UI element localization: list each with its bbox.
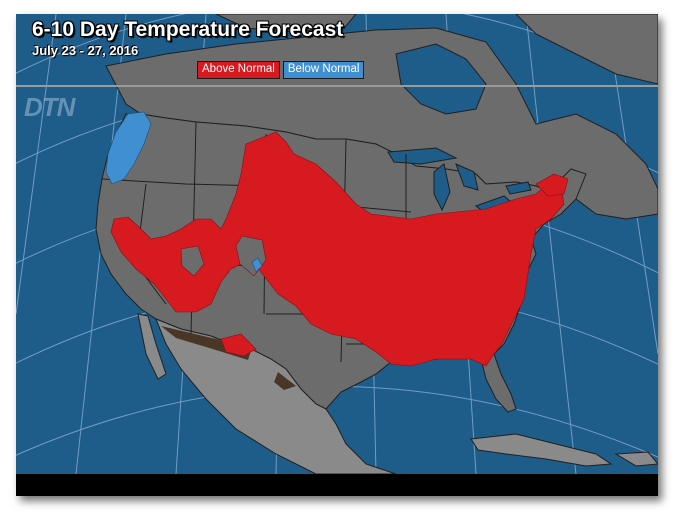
legend-above-normal: Above Normal [197,61,280,79]
mexico-trim-2 [274,372,296,390]
legend-below-normal: Below Normal [282,61,365,79]
date-range: July 23 - 27, 2016 [32,43,139,58]
cuba [470,433,613,467]
map-frame: 6-10 Day Temperature Forecast July 23 - … [16,14,658,496]
baja [137,313,167,380]
map-title: 6-10 Day Temperature Forecast [32,18,344,41]
dtn-logo: DTN [24,92,75,122]
below-normal-region [105,111,263,273]
above-normal-region [110,131,569,367]
bottom-bar [16,474,658,496]
legend: Above Normal Below Normal [197,61,365,79]
northern-land [515,14,658,85]
hispaniola [614,451,658,467]
arctic-land [215,14,357,33]
hudson-bay [395,43,487,115]
forecast-map [16,14,658,474]
